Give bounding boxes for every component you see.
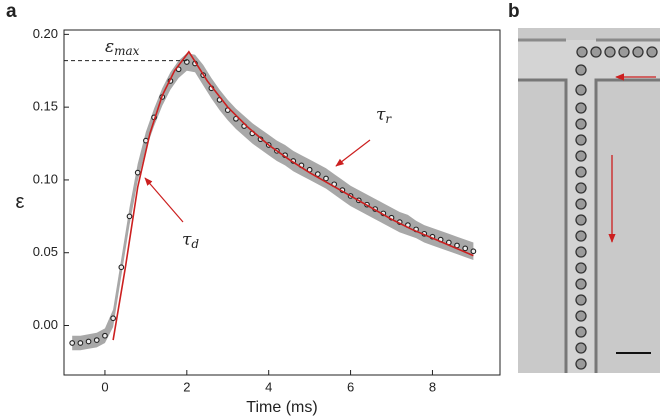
annotation: τd bbox=[182, 230, 199, 251]
data-point bbox=[126, 213, 133, 220]
x-tick-label: 2 bbox=[183, 379, 190, 394]
arrow bbox=[335, 139, 371, 167]
data-point bbox=[77, 340, 84, 346]
annotation-subscript: r bbox=[385, 112, 392, 126]
annotation: τr bbox=[376, 105, 392, 126]
error-band bbox=[72, 53, 474, 351]
panel-label: b bbox=[508, 1, 520, 22]
data-point bbox=[110, 315, 116, 322]
data-point bbox=[323, 175, 329, 182]
y-axis-label: ε bbox=[16, 191, 25, 213]
x-axis-label: Time (ms) bbox=[246, 399, 317, 416]
fit-line bbox=[112, 50, 474, 341]
annotation-symbol: τ bbox=[182, 230, 192, 250]
panel-label: a bbox=[6, 1, 17, 22]
y-tick-label: 0.20 bbox=[33, 26, 58, 41]
y-tick-label: 0.05 bbox=[33, 244, 58, 259]
data-point bbox=[454, 242, 460, 249]
data-point bbox=[118, 264, 125, 271]
x-tick-label: 6 bbox=[347, 379, 354, 394]
data-point bbox=[470, 248, 477, 255]
annotation-symbol: τ bbox=[376, 105, 386, 125]
data-point bbox=[134, 169, 141, 176]
y-tick-label: 0.15 bbox=[33, 99, 58, 114]
data-point bbox=[85, 338, 92, 345]
y-tick-label: 0.00 bbox=[33, 317, 58, 332]
arrow bbox=[144, 177, 184, 223]
x-tick-label: 0 bbox=[101, 379, 108, 394]
data-point bbox=[93, 337, 100, 343]
annotation-subscript: d bbox=[191, 237, 199, 251]
x-tick-label: 4 bbox=[265, 379, 272, 394]
data-point bbox=[69, 340, 76, 346]
data-point bbox=[233, 115, 239, 122]
plot-frame bbox=[63, 29, 501, 376]
y-tick-label: 0.10 bbox=[33, 171, 58, 186]
annotation-symbol: ε bbox=[105, 37, 114, 57]
annotation: εmax bbox=[105, 37, 140, 58]
data-point bbox=[462, 245, 469, 252]
annotation-subscript: max bbox=[114, 44, 140, 58]
micrograph bbox=[518, 28, 660, 373]
data-point bbox=[102, 332, 108, 339]
x-tick-label: 8 bbox=[429, 379, 436, 394]
